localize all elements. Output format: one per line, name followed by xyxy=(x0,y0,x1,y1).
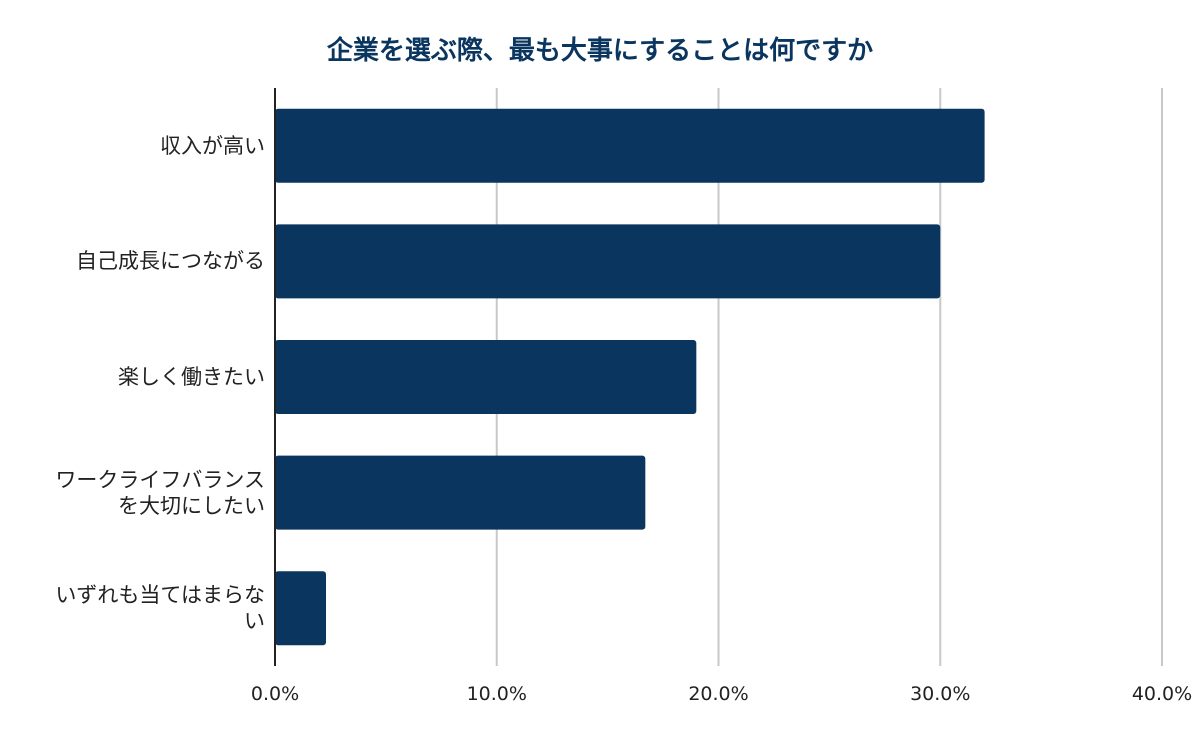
x-tick-label: 0.0% xyxy=(251,683,299,705)
bar xyxy=(275,108,985,183)
x-axis-tick-labels: 0.0% 10.0% 20.0% 30.0% 40.0% xyxy=(251,683,1192,705)
x-tick-label: 10.0% xyxy=(467,683,527,705)
chart-title: 企業を選ぶ際、最も大事にすることは何ですか xyxy=(326,36,874,66)
gridlines xyxy=(495,88,1163,666)
bar xyxy=(275,571,327,646)
bar xyxy=(275,455,646,530)
bar xyxy=(275,340,697,414)
x-tick-label: 30.0% xyxy=(910,683,970,705)
x-tick-label: 20.0% xyxy=(688,683,748,705)
x-tick-label: 40.0% xyxy=(1132,683,1192,705)
bar xyxy=(275,224,941,299)
bars xyxy=(275,108,985,646)
